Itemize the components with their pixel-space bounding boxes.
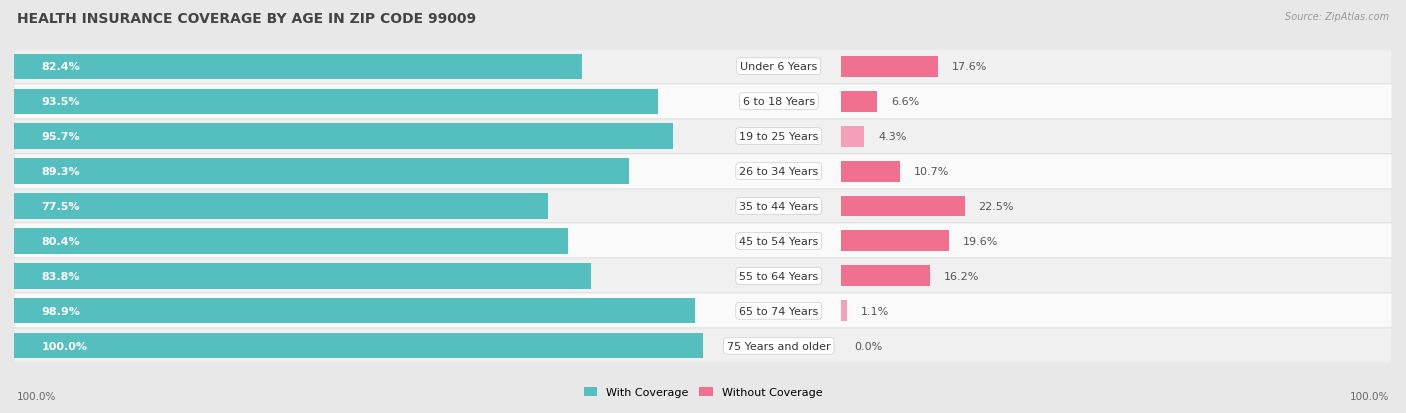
Bar (841, 91, 877, 112)
Text: 19.6%: 19.6% (963, 236, 998, 247)
Text: 26 to 34 Years: 26 to 34 Years (740, 166, 818, 177)
Text: 6 to 18 Years: 6 to 18 Years (742, 97, 815, 107)
Bar (14, 224, 1392, 259)
Bar (14, 84, 1392, 119)
Text: 100.0%: 100.0% (1350, 391, 1389, 401)
Text: 93.5%: 93.5% (42, 97, 80, 107)
Bar (14, 259, 1392, 294)
Bar (14, 89, 658, 114)
Bar (14, 159, 630, 184)
Text: 19 to 25 Years: 19 to 25 Years (740, 132, 818, 142)
Text: 100.0%: 100.0% (17, 391, 56, 401)
Text: 10.7%: 10.7% (914, 166, 949, 177)
Bar (14, 299, 696, 324)
Text: 6.6%: 6.6% (891, 97, 920, 107)
Text: 95.7%: 95.7% (42, 132, 80, 142)
Bar (841, 266, 931, 287)
Bar (841, 196, 965, 217)
Text: 35 to 44 Years: 35 to 44 Years (740, 202, 818, 211)
Text: 75 Years and older: 75 Years and older (727, 341, 831, 351)
Text: 22.5%: 22.5% (979, 202, 1014, 211)
Text: 4.3%: 4.3% (879, 132, 907, 142)
Text: 45 to 54 Years: 45 to 54 Years (740, 236, 818, 247)
Bar (14, 50, 1392, 84)
Bar (14, 189, 1392, 224)
Bar (14, 55, 582, 80)
Text: 17.6%: 17.6% (952, 62, 987, 72)
Text: Under 6 Years: Under 6 Years (740, 62, 817, 72)
Text: 80.4%: 80.4% (42, 236, 80, 247)
Bar (14, 229, 568, 254)
Text: 98.9%: 98.9% (42, 306, 80, 316)
Bar (14, 194, 548, 219)
Text: 0.0%: 0.0% (855, 341, 883, 351)
Text: 89.3%: 89.3% (42, 166, 80, 177)
Text: 82.4%: 82.4% (42, 62, 80, 72)
Bar (14, 333, 703, 358)
Bar (841, 126, 865, 147)
Text: 16.2%: 16.2% (943, 271, 979, 281)
Text: 100.0%: 100.0% (42, 341, 87, 351)
Text: Source: ZipAtlas.com: Source: ZipAtlas.com (1285, 12, 1389, 22)
Bar (14, 294, 1392, 329)
Bar (14, 154, 1392, 189)
Text: HEALTH INSURANCE COVERAGE BY AGE IN ZIP CODE 99009: HEALTH INSURANCE COVERAGE BY AGE IN ZIP … (17, 12, 477, 26)
Bar (14, 329, 1392, 363)
Bar (841, 57, 938, 78)
Bar (14, 119, 1392, 154)
Text: 83.8%: 83.8% (42, 271, 80, 281)
Legend: With Coverage, Without Coverage: With Coverage, Without Coverage (579, 382, 827, 402)
Text: 77.5%: 77.5% (42, 202, 80, 211)
Text: 55 to 64 Years: 55 to 64 Years (740, 271, 818, 281)
Bar (841, 301, 846, 322)
Text: 65 to 74 Years: 65 to 74 Years (740, 306, 818, 316)
Text: 1.1%: 1.1% (860, 306, 889, 316)
Bar (841, 231, 949, 252)
Bar (14, 263, 592, 289)
Bar (14, 124, 673, 150)
Bar (841, 161, 900, 182)
